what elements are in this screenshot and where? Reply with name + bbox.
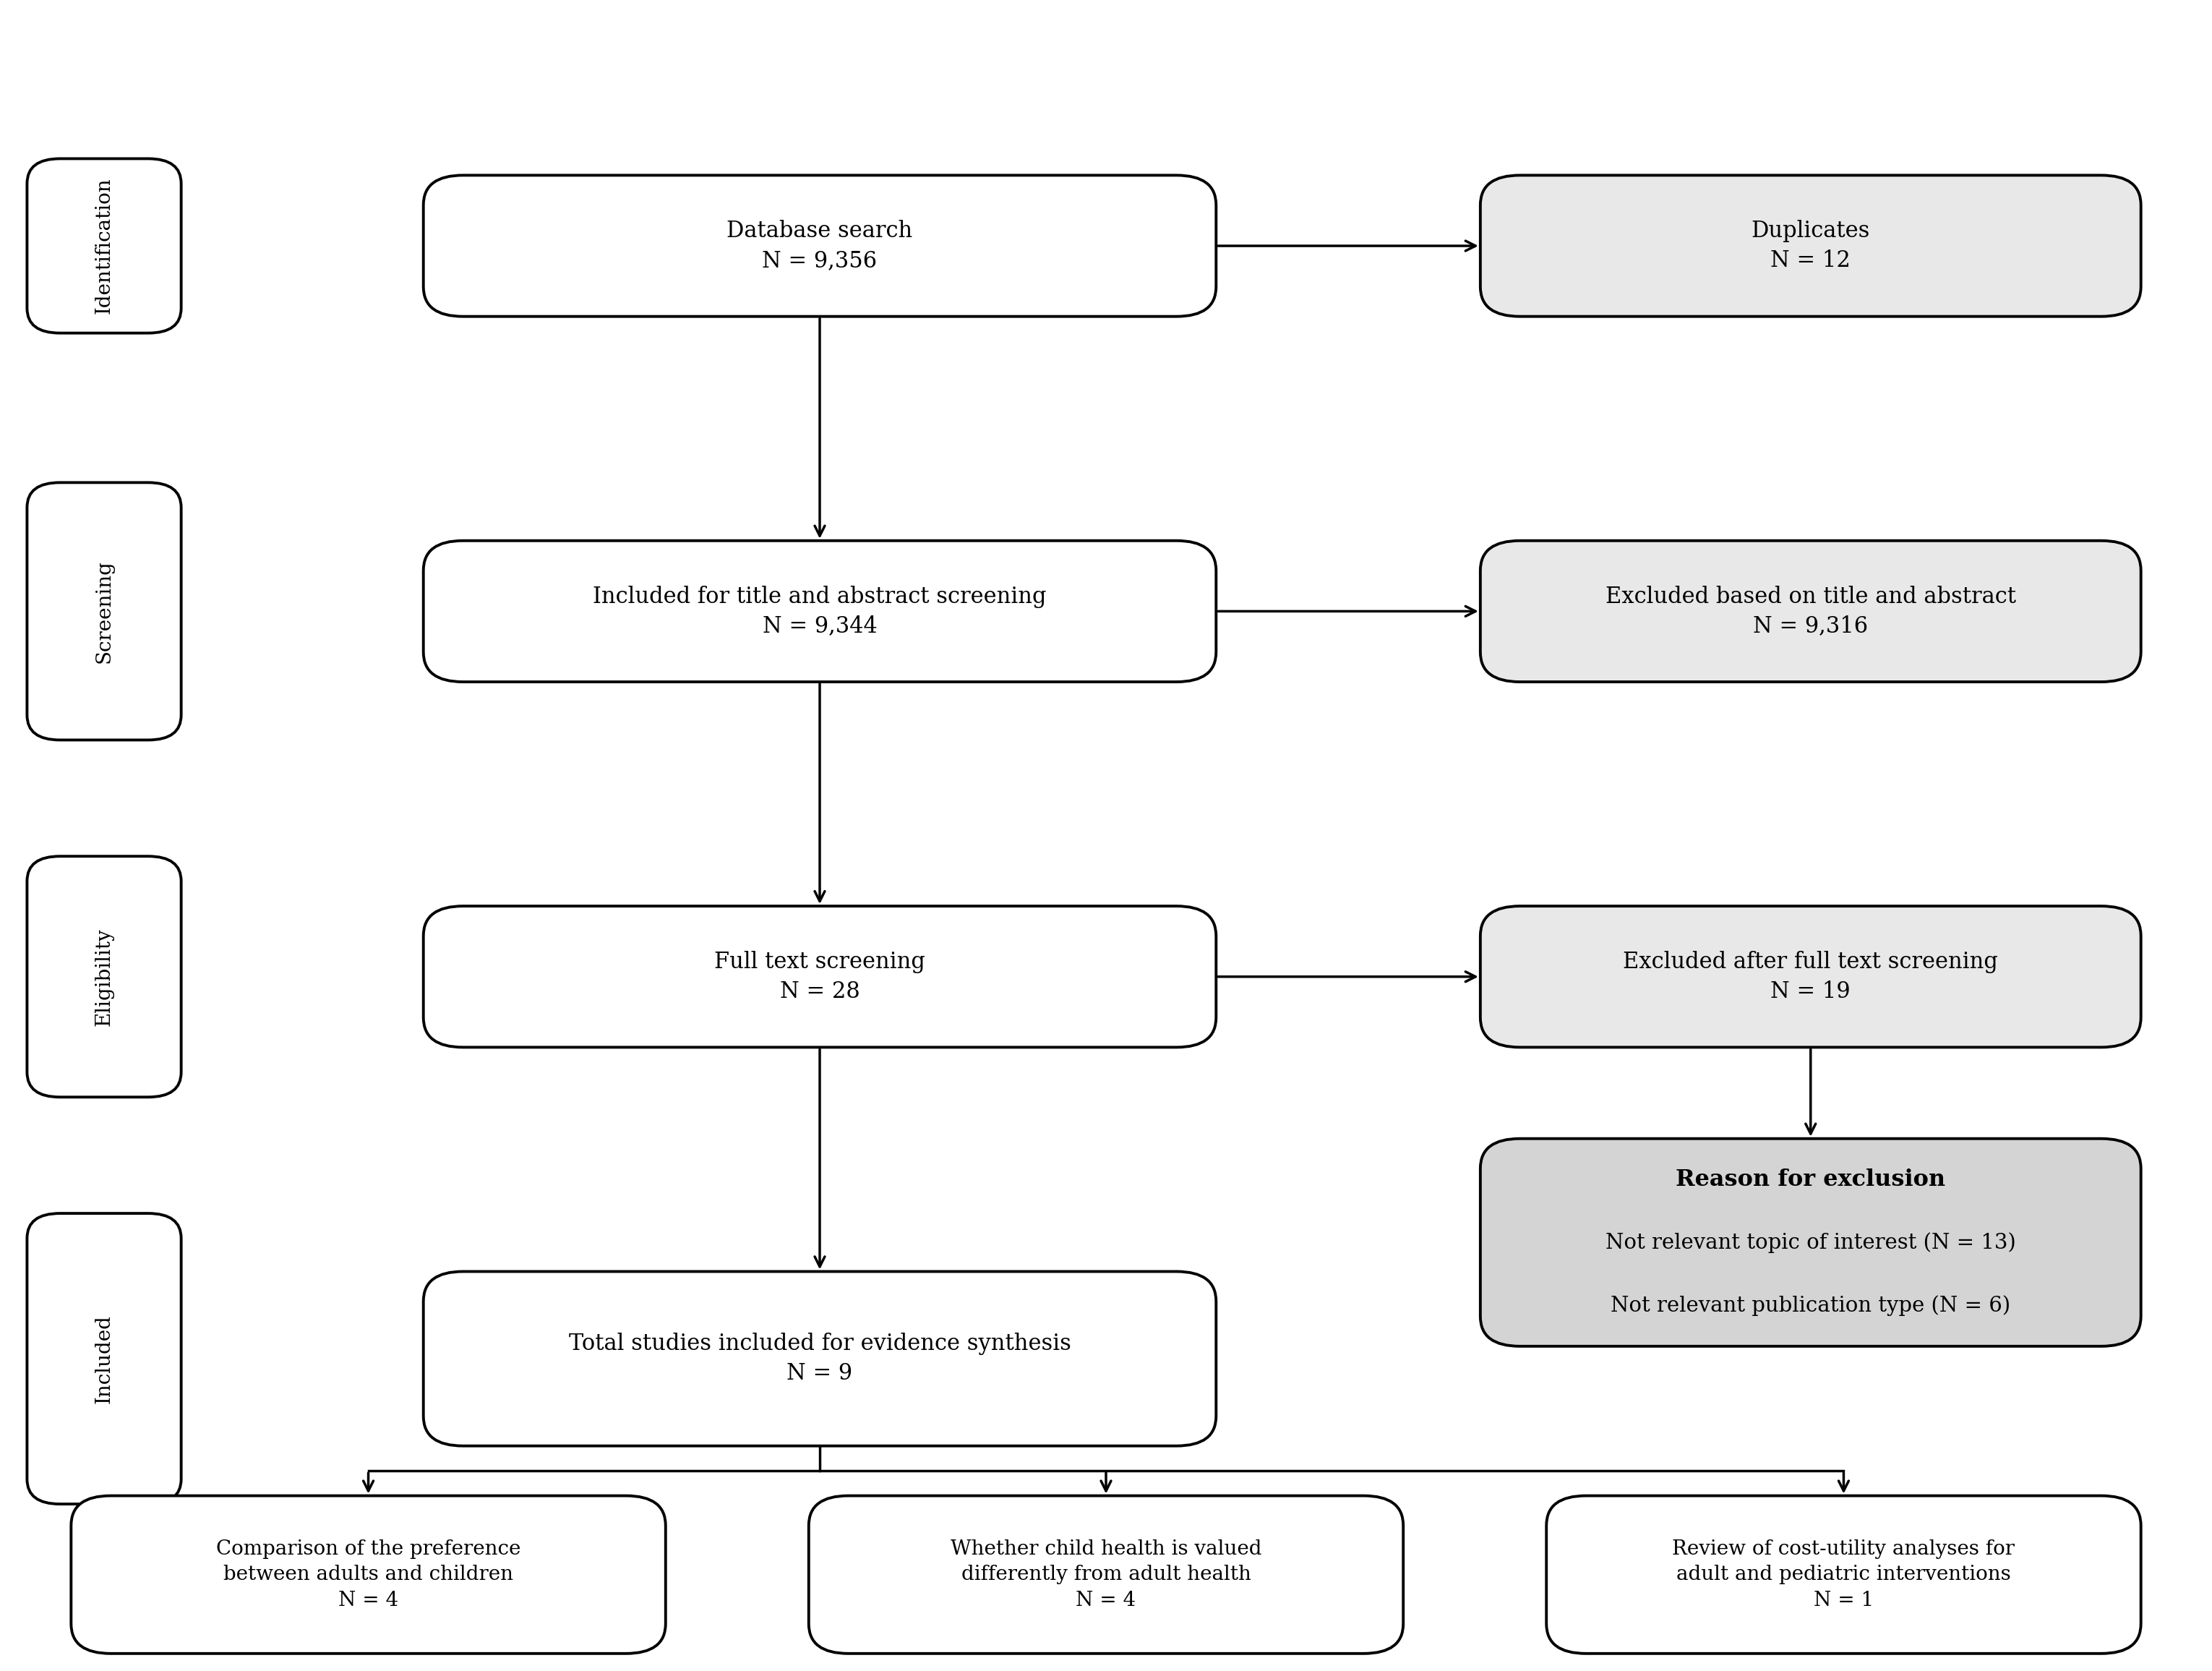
Text: Not relevant topic of interest (N = 13): Not relevant topic of interest (N = 13) bbox=[1606, 1232, 2015, 1253]
Text: Screening: Screening bbox=[95, 560, 113, 663]
Text: Duplicates
N = 12: Duplicates N = 12 bbox=[1752, 221, 1869, 272]
Text: Database search
N = 9,356: Database search N = 9,356 bbox=[728, 221, 914, 272]
FancyBboxPatch shape bbox=[1480, 906, 2141, 1048]
Text: Reason for exclusion: Reason for exclusion bbox=[1677, 1168, 1947, 1191]
FancyBboxPatch shape bbox=[27, 159, 181, 333]
FancyBboxPatch shape bbox=[71, 1496, 666, 1654]
Text: Excluded based on title and abstract
N = 9,316: Excluded based on title and abstract N =… bbox=[1606, 585, 2015, 637]
FancyBboxPatch shape bbox=[1480, 541, 2141, 682]
Text: Not relevant publication type (N = 6): Not relevant publication type (N = 6) bbox=[1610, 1295, 2011, 1315]
FancyBboxPatch shape bbox=[1480, 1138, 2141, 1347]
FancyBboxPatch shape bbox=[810, 1496, 1402, 1654]
Text: Excluded after full text screening
N = 19: Excluded after full text screening N = 1… bbox=[1624, 951, 1997, 1003]
FancyBboxPatch shape bbox=[27, 856, 181, 1098]
FancyBboxPatch shape bbox=[1480, 175, 2141, 316]
Text: Whether child health is valued
differently from adult health
N = 4: Whether child health is valued different… bbox=[951, 1539, 1261, 1609]
Text: Full text screening
N = 28: Full text screening N = 28 bbox=[714, 951, 925, 1003]
FancyBboxPatch shape bbox=[422, 175, 1217, 316]
FancyBboxPatch shape bbox=[422, 541, 1217, 682]
FancyBboxPatch shape bbox=[1546, 1496, 2141, 1654]
Text: Identification: Identification bbox=[95, 177, 113, 314]
FancyBboxPatch shape bbox=[27, 1213, 181, 1504]
FancyBboxPatch shape bbox=[27, 483, 181, 740]
Text: Included for title and abstract screening
N = 9,344: Included for title and abstract screenin… bbox=[593, 585, 1046, 637]
FancyBboxPatch shape bbox=[422, 1272, 1217, 1445]
Text: Review of cost-utility analyses for
adult and pediatric interventions
N = 1: Review of cost-utility analyses for adul… bbox=[1672, 1539, 2015, 1609]
Text: Eligibility: Eligibility bbox=[95, 927, 113, 1026]
Text: Comparison of the preference
between adults and children
N = 4: Comparison of the preference between adu… bbox=[217, 1539, 520, 1609]
Text: Total studies included for evidence synthesis
N = 9: Total studies included for evidence synt… bbox=[568, 1333, 1071, 1385]
FancyBboxPatch shape bbox=[422, 906, 1217, 1048]
Text: Included: Included bbox=[95, 1315, 113, 1404]
